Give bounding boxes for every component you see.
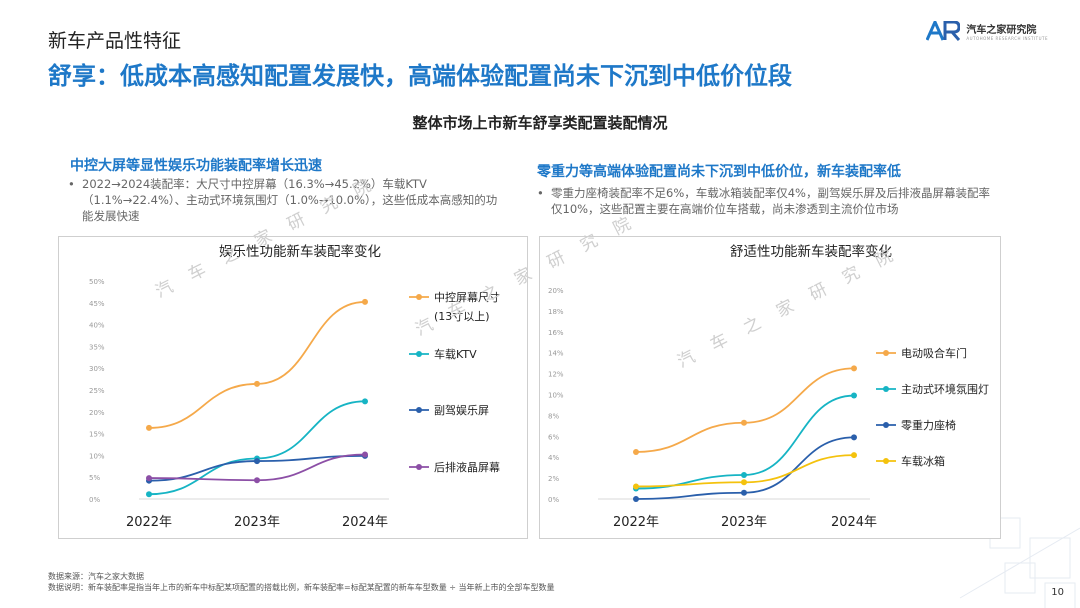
right-bullet-text: 零重力座椅装配率不足6%，车载冰箱装配率仅4%，副驾娱乐屏及后排液晶屏幕装配率仅… bbox=[551, 186, 990, 216]
chart-title: 舒适性功能新车装配率变化 bbox=[730, 243, 892, 260]
y-tick-label: 45% bbox=[89, 300, 105, 308]
data-point bbox=[851, 365, 857, 372]
left-subtitle: 中控大屏等显性娱乐功能装配率增长迅速 bbox=[70, 158, 322, 174]
legend-label: 主动式环境氛围灯 bbox=[901, 382, 989, 396]
legend-marker bbox=[883, 386, 889, 392]
data-point bbox=[146, 475, 152, 482]
data-point bbox=[741, 471, 747, 478]
data-point bbox=[362, 298, 368, 305]
corner-decoration bbox=[959, 517, 1080, 608]
data-source: 数据来源：汽车之家大数据 bbox=[48, 572, 144, 581]
logo: 汽车之家研究院 AUTOHOME RESEARCH INSTITUTE bbox=[926, 20, 1048, 42]
data-point bbox=[851, 434, 857, 441]
y-tick-label: 0% bbox=[548, 496, 559, 504]
x-tick-label: 2024年 bbox=[831, 515, 877, 530]
logo-name: 汽车之家研究院 bbox=[966, 25, 1037, 36]
logo-icon bbox=[926, 21, 961, 41]
y-tick-label: 50% bbox=[89, 278, 105, 286]
section-title: 新车产品性特征 bbox=[48, 30, 182, 52]
legend-label: 零重力座椅 bbox=[901, 418, 956, 432]
x-tick-label: 2023年 bbox=[721, 515, 767, 530]
left-bullet-text: 2022→2024装配率：大尺寸中控屏幕（16.3%→45.2%）车载KTV（1… bbox=[82, 177, 498, 223]
logo-subtext: AUTOHOME RESEARCH INSTITUTE bbox=[966, 36, 1048, 41]
page-headline: 舒享：低成本高感知配置发展快，高端体验配置尚未下沉到中低价位段 bbox=[48, 62, 792, 90]
data-point bbox=[741, 489, 747, 496]
y-tick-label: 35% bbox=[89, 343, 105, 351]
legend-label: 中控屏幕尺寸 bbox=[434, 290, 500, 304]
data-point bbox=[633, 496, 639, 502]
bullet-dot: • bbox=[68, 177, 75, 191]
entertainment-chart: 娱乐性功能新车装配率变化 0% 5% 10% 15% 20% 25% 30% 35% 40% 45%… bbox=[89, 243, 500, 530]
data-point bbox=[633, 483, 639, 490]
y-tick-label: 18% bbox=[548, 308, 564, 316]
right-subtitle: 零重力等高端体验配置尚未下沉到中低价位，新车装配率低 bbox=[537, 164, 901, 180]
legend-label: 副驾娱乐屏 bbox=[434, 403, 489, 417]
data-note: 数据说明：新车装配率是指当年上市的新车中标配某项配置的搭载比例，新车装配率=标配… bbox=[48, 583, 555, 592]
legend-marker bbox=[416, 464, 422, 470]
legend-label: 电动吸合车门 bbox=[901, 346, 967, 360]
legend-marker bbox=[883, 458, 889, 464]
y-tick-label: 10% bbox=[89, 452, 105, 460]
y-tick-label: 20% bbox=[89, 409, 105, 417]
series-line bbox=[148, 301, 366, 429]
entertainment-chart-panel: 娱乐性功能新车装配率变化 0% 5% 10% 15% 20% 25% 30% 35% 40% 45%… bbox=[58, 236, 528, 539]
y-tick-label: 14% bbox=[548, 350, 564, 358]
right-bullet: • 零重力座椅装配率不足6%，车载冰箱装配率仅4%，副驾娱乐屏及后排液晶屏幕装配… bbox=[537, 185, 997, 217]
data-point bbox=[362, 398, 368, 405]
comfort-chart: 舒适性功能新车装配率变化 0% 2% 4% 6% 8% 10% 12% 14% 16% 18% 20%… bbox=[548, 243, 989, 530]
y-tick-label: 15% bbox=[89, 431, 105, 439]
y-tick-label: 6% bbox=[548, 433, 559, 441]
page-number: 10 bbox=[1051, 587, 1064, 598]
data-point bbox=[362, 451, 368, 458]
y-tick-label: 5% bbox=[89, 474, 100, 482]
y-tick-label: 20% bbox=[548, 287, 564, 295]
legend-label: 车载冰箱 bbox=[901, 454, 945, 468]
data-point bbox=[851, 392, 857, 399]
data-point bbox=[741, 419, 747, 426]
legend-marker bbox=[416, 407, 422, 413]
bullet-dot: • bbox=[537, 186, 544, 200]
y-tick-label: 0% bbox=[89, 496, 100, 504]
data-point bbox=[633, 448, 639, 455]
chart-title: 娱乐性功能新车装配率变化 bbox=[219, 243, 381, 260]
y-tick-label: 2% bbox=[548, 475, 559, 483]
legend-marker bbox=[883, 350, 889, 356]
data-point bbox=[254, 477, 260, 484]
comfort-chart-panel: 舒适性功能新车装配率变化 0% 2% 4% 6% 8% 10% 12% 14% 16% 18% 20%… bbox=[539, 236, 1001, 539]
legend-marker bbox=[416, 294, 422, 300]
legend-marker bbox=[883, 422, 889, 428]
legend-label: 车载KTV bbox=[434, 347, 477, 361]
main-title: 整体市场上市新车舒享类配置装配情况 bbox=[412, 114, 668, 132]
x-tick-label: 2024年 bbox=[342, 515, 388, 530]
y-tick-label: 12% bbox=[548, 371, 564, 379]
y-tick-label: 8% bbox=[548, 412, 559, 420]
data-point bbox=[146, 424, 152, 431]
legend-label-line2: (13寸以上) bbox=[434, 309, 490, 323]
y-tick-label: 16% bbox=[548, 329, 564, 337]
x-tick-label: 2022年 bbox=[126, 515, 172, 530]
data-point bbox=[851, 452, 857, 459]
y-tick-label: 30% bbox=[89, 365, 105, 373]
series-line bbox=[635, 367, 855, 453]
x-tick-label: 2022年 bbox=[613, 515, 659, 530]
x-tick-label: 2023年 bbox=[234, 515, 280, 530]
left-bullet: • 2022→2024装配率：大尺寸中控屏幕（16.3%→45.2%）车载KTV… bbox=[68, 176, 503, 224]
legend-label: 后排液晶屏幕 bbox=[434, 460, 500, 474]
data-point bbox=[146, 491, 152, 498]
y-tick-label: 25% bbox=[89, 387, 105, 395]
legend-marker bbox=[416, 351, 422, 357]
data-point bbox=[254, 380, 260, 387]
y-tick-label: 10% bbox=[548, 392, 564, 400]
data-point bbox=[741, 479, 747, 486]
data-point bbox=[254, 458, 260, 465]
y-tick-label: 40% bbox=[89, 322, 105, 330]
y-tick-label: 4% bbox=[548, 454, 559, 462]
